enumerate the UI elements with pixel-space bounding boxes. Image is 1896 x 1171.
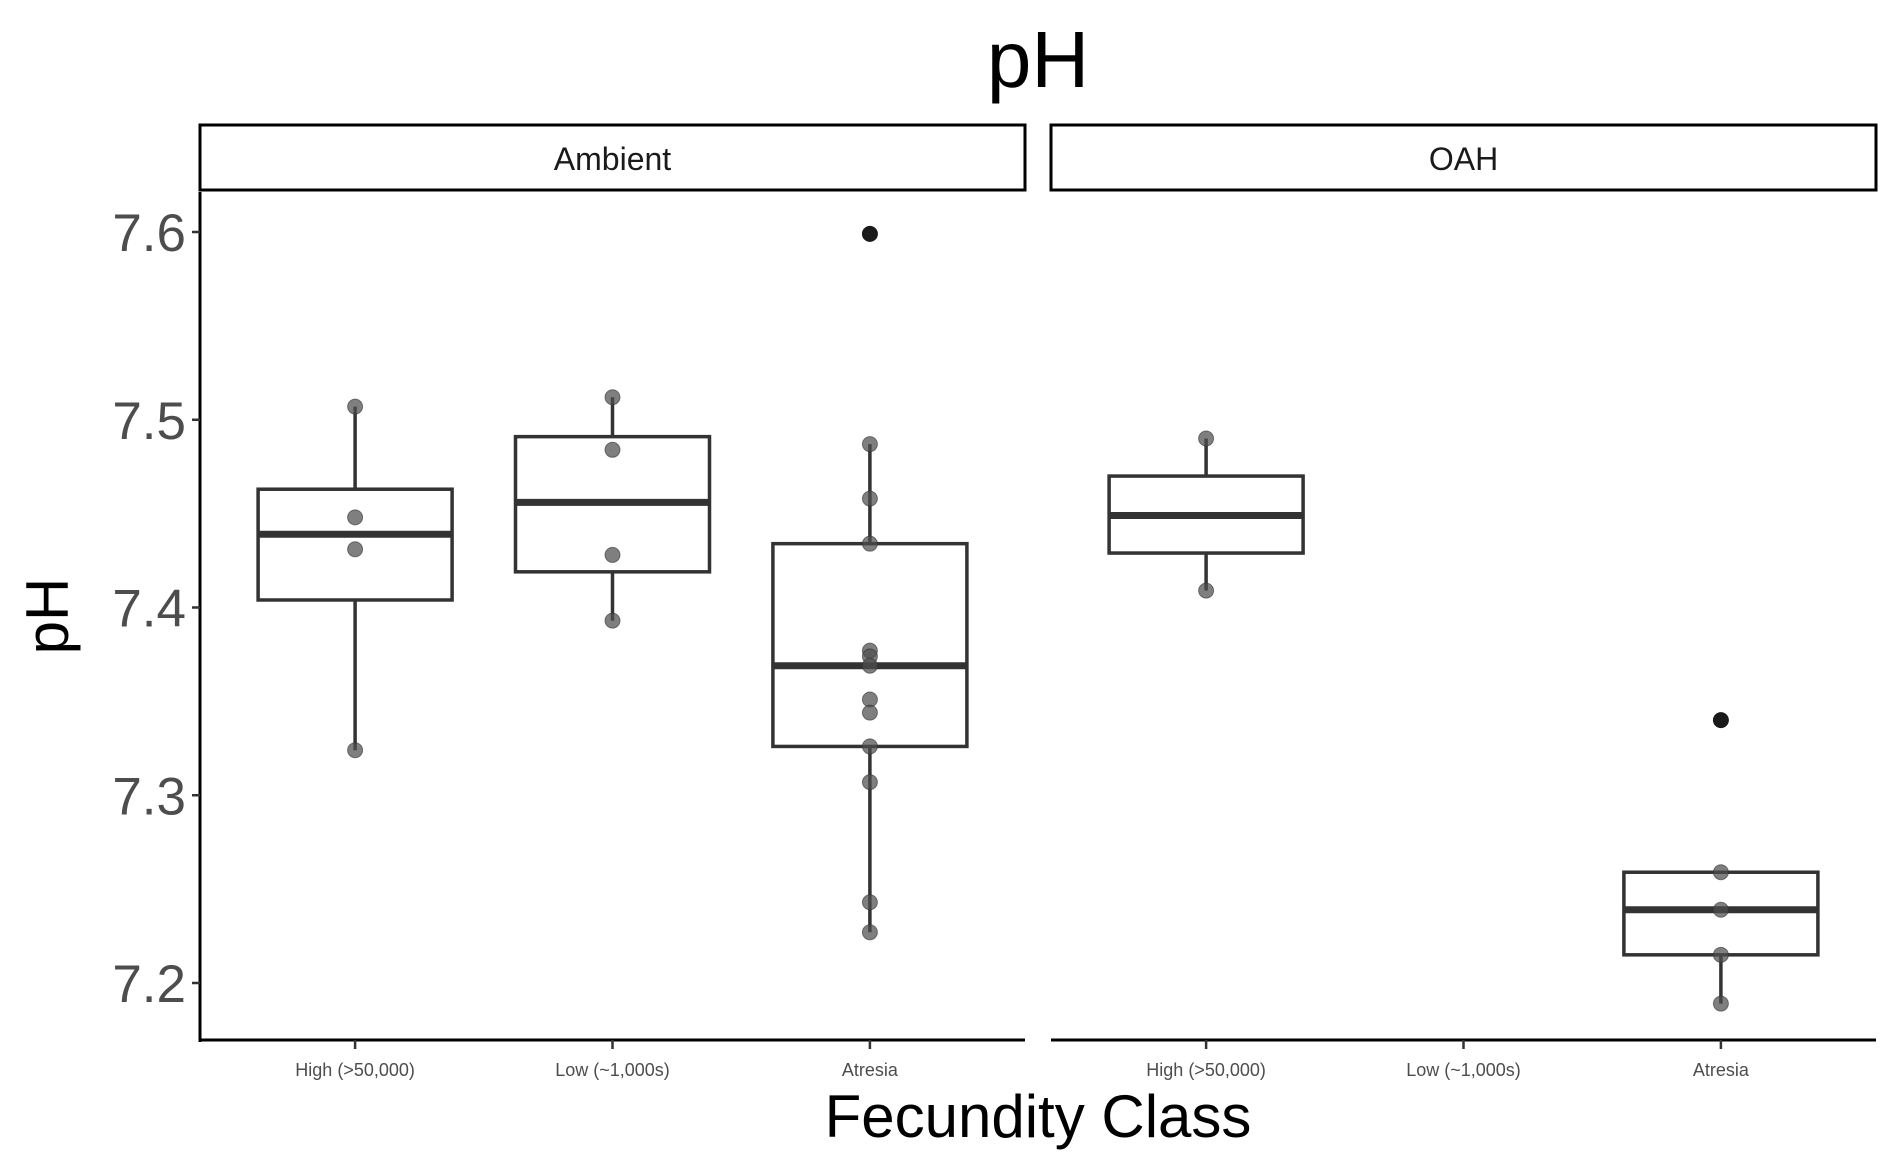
data-point [1198,430,1215,447]
data-point [1712,901,1729,918]
panel-strip [198,123,1027,192]
panel-ambient: Ambient High (>50,000) Low (~1,000s) Atresi… [198,123,1027,1080]
data-point [861,738,878,755]
outlier-point [1712,712,1729,729]
chart-title: pH [987,15,1089,104]
data-point [861,490,878,507]
x-axis-title: Fecundity Class [825,1083,1252,1150]
y-tick-label: 7.3 [112,767,186,826]
panel-strip [1049,123,1878,192]
data-point [347,541,364,558]
data-point [604,441,621,458]
y-tick-label: 7.5 [112,392,186,451]
data-point [861,894,878,911]
panel-strip-label: OAH [1429,141,1498,177]
x-tick-label: Low (~1,000s) [1406,1060,1521,1080]
data-point [861,436,878,453]
x-tick-label: Atresia [1693,1060,1750,1080]
data-point [347,742,364,759]
data-point [861,704,878,721]
data-point [861,774,878,791]
box-1 [256,398,454,759]
box-3 [1622,712,1820,1012]
outlier-point [861,225,878,242]
data-point [861,924,878,941]
data-point [861,657,878,674]
x-tick-label: Low (~1,000s) [555,1060,670,1080]
data-point [1198,582,1215,599]
data-point [1712,864,1729,881]
box-2 [513,389,712,629]
y-axis-title: pH [14,578,81,655]
panel-oah: OAH High (>50,000) Low (~1,000s) Atresia [1049,123,1878,1080]
data-point [861,535,878,552]
data-point [1712,946,1729,963]
data-point [604,389,621,406]
y-tick-label: 7.2 [112,955,186,1014]
y-tick-label: 7.6 [112,204,186,263]
box-1 [1107,430,1305,599]
data-point [1712,995,1729,1012]
plot-area: 7.2 7.3 7.4 7.5 7.6 Ambient High (>50,000) Low … [112,123,1878,1080]
y-tick-label: 7.4 [112,580,186,639]
data-point [347,398,364,415]
x-tick-label: Atresia [842,1060,899,1080]
panel-strip-label: Ambient [554,141,672,177]
data-point [604,612,621,629]
x-tick-label: High (>50,000) [295,1060,415,1080]
box-3 [771,225,969,941]
x-tick-label: High (>50,000) [1146,1060,1266,1080]
data-point [604,546,621,563]
data-point [347,509,364,526]
